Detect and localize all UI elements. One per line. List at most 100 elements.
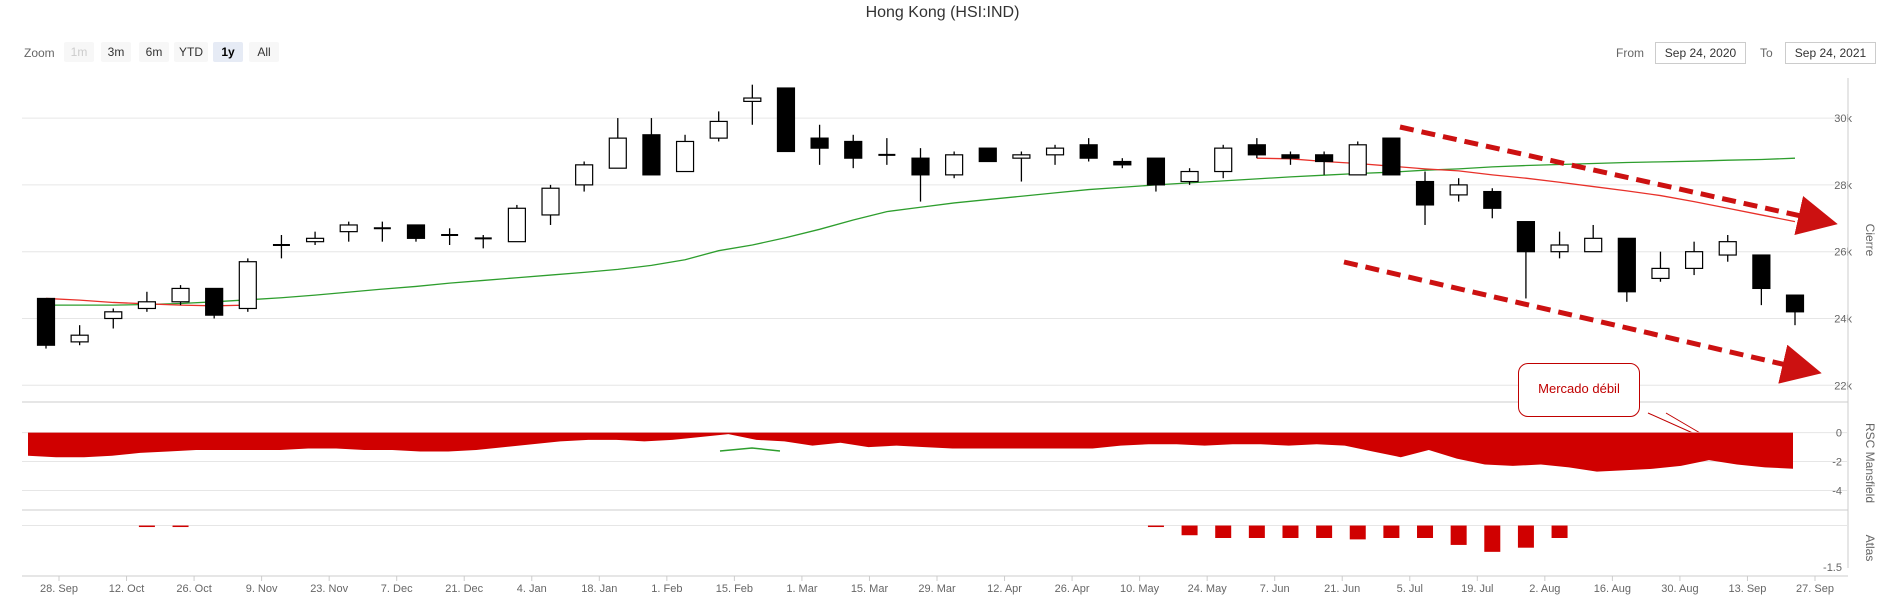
candle-body bbox=[1382, 137, 1401, 176]
range-from-input[interactable]: Sep 24, 2020 bbox=[1655, 42, 1746, 64]
atlas-bar bbox=[1282, 525, 1299, 538]
zoom-button-1m: 1m bbox=[64, 42, 94, 62]
candle-body bbox=[507, 207, 526, 243]
candle-body bbox=[608, 137, 627, 169]
annotation-box bbox=[1518, 363, 1640, 417]
candle-body bbox=[406, 224, 426, 239]
x-tick-label: 7. Jun bbox=[1260, 583, 1290, 595]
x-tick-label: 12. Oct bbox=[109, 583, 144, 595]
candle-body bbox=[137, 301, 157, 310]
candle-body bbox=[1045, 147, 1065, 156]
rsc-tick-label: 0 bbox=[1836, 428, 1842, 440]
x-tick-label: 18. Jan bbox=[581, 583, 617, 595]
x-tick-label: 5. Jul bbox=[1397, 583, 1423, 595]
candle-body bbox=[810, 137, 829, 149]
range-to-label: To bbox=[1760, 46, 1773, 60]
y-tick-label: 28k bbox=[1834, 180, 1852, 192]
candle-body bbox=[1718, 241, 1737, 256]
y-axis-title-rsc: RSC Mansfield bbox=[1863, 423, 1877, 503]
candle-body bbox=[339, 224, 358, 233]
x-tick-label: 28. Sep bbox=[40, 583, 78, 595]
atlas-bar bbox=[172, 525, 189, 528]
atlas-bar bbox=[1551, 525, 1568, 538]
zoom-button-6m[interactable]: 6m bbox=[139, 42, 169, 62]
atlas-bar bbox=[1181, 525, 1198, 536]
candle-body bbox=[1247, 144, 1266, 156]
candle-body bbox=[1684, 251, 1704, 269]
candle-body bbox=[743, 97, 762, 102]
candle-body bbox=[171, 287, 190, 303]
x-tick-label: 24. May bbox=[1188, 583, 1228, 595]
candle-body bbox=[104, 311, 123, 320]
ma-line-green bbox=[46, 157, 1796, 306]
atlas-bar bbox=[1484, 525, 1501, 552]
trend-arrow-lower bbox=[1343, 259, 1822, 384]
atlas-bar bbox=[1349, 525, 1366, 540]
atlas-bar bbox=[1147, 525, 1164, 528]
candle-body bbox=[1146, 157, 1166, 186]
candle-body bbox=[1281, 154, 1300, 159]
x-tick-label: 15. Feb bbox=[716, 583, 753, 595]
candle-body bbox=[1785, 294, 1805, 313]
chart-title: Hong Kong (HSI:IND) bbox=[865, 4, 1020, 21]
x-tick-label: 26. Apr bbox=[1055, 583, 1090, 595]
candle-body bbox=[1348, 144, 1367, 176]
x-tick-label: 19. Jul bbox=[1461, 583, 1493, 595]
zoom-button-3m[interactable]: 3m bbox=[101, 42, 131, 62]
zoom-button-all[interactable]: All bbox=[249, 42, 279, 62]
candle-body bbox=[70, 334, 89, 343]
annotation-label: Mercado débil bbox=[1538, 381, 1620, 396]
candle-body bbox=[205, 287, 224, 316]
candle-body bbox=[1113, 160, 1132, 166]
candle-body bbox=[1550, 244, 1569, 253]
x-tick-label: 23. Nov bbox=[310, 583, 348, 595]
x-tick-label: 30. Aug bbox=[1661, 583, 1698, 595]
candle-body bbox=[305, 237, 325, 243]
atlas-bar bbox=[1417, 525, 1434, 538]
atlas-bar bbox=[1316, 525, 1333, 538]
ma-line-red-end bbox=[1256, 157, 1796, 223]
candle-body bbox=[541, 187, 560, 216]
candle-body bbox=[1584, 237, 1603, 253]
x-tick-label: 1. Feb bbox=[651, 583, 682, 595]
x-tick-label: 9. Nov bbox=[246, 583, 278, 595]
candle-body bbox=[1315, 154, 1334, 163]
candle-body bbox=[1617, 237, 1636, 293]
candle-body bbox=[675, 140, 695, 173]
atlas-bar bbox=[1450, 525, 1467, 545]
x-tick-label: 12. Apr bbox=[987, 583, 1022, 595]
zoom-button-1y[interactable]: 1y bbox=[213, 42, 243, 62]
rsc-tick-label: -4 bbox=[1832, 485, 1842, 497]
x-tick-label: 21. Dec bbox=[445, 583, 483, 595]
y-axis-title-atlas: Atlas bbox=[1863, 535, 1877, 562]
atlas-bar bbox=[138, 525, 155, 528]
y-tick-label: 26k bbox=[1834, 247, 1852, 259]
candle-body bbox=[844, 140, 863, 159]
zoom-label: Zoom bbox=[24, 46, 55, 60]
candle-body bbox=[911, 157, 930, 176]
candle-body bbox=[1752, 254, 1771, 290]
candle-body bbox=[945, 154, 964, 176]
x-tick-label: 10. May bbox=[1120, 583, 1160, 595]
candle-body bbox=[1483, 190, 1502, 209]
x-tick-label: 15. Mar bbox=[851, 583, 889, 595]
range-to-input[interactable]: Sep 24, 2021 bbox=[1785, 42, 1876, 64]
candle-body bbox=[1180, 170, 1199, 183]
candle-body bbox=[575, 164, 594, 186]
x-tick-label: 29. Mar bbox=[918, 583, 956, 595]
candle-body bbox=[1449, 184, 1468, 196]
zoom-button-ytd[interactable]: YTD bbox=[174, 42, 208, 62]
candle-body bbox=[1516, 221, 1536, 253]
x-tick-label: 16. Aug bbox=[1594, 583, 1631, 595]
x-tick-label: 13. Sep bbox=[1729, 583, 1767, 595]
atlas-tick-label: -1.5 bbox=[1823, 562, 1842, 574]
candle-body bbox=[1214, 147, 1233, 173]
x-tick-label: 1. Mar bbox=[786, 583, 818, 595]
y-tick-label: 24k bbox=[1834, 313, 1852, 325]
candle-body bbox=[642, 134, 661, 176]
candle-body bbox=[1415, 180, 1435, 206]
candle-body bbox=[978, 147, 997, 163]
x-tick-label: 4. Jan bbox=[517, 583, 547, 595]
candle-body bbox=[1012, 154, 1031, 159]
